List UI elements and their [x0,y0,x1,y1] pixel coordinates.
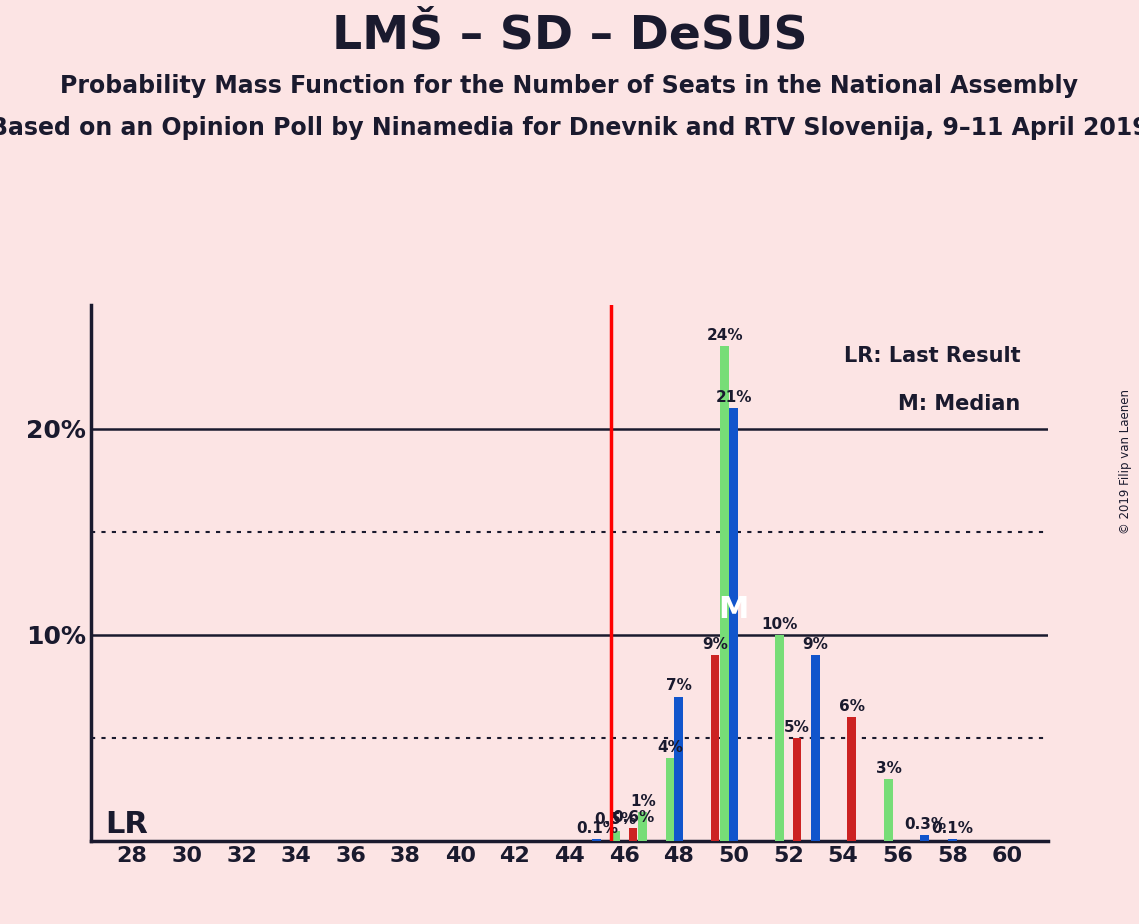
Text: 24%: 24% [706,328,743,343]
Bar [674,697,683,841]
Text: 1%: 1% [630,794,656,808]
Bar [638,812,647,841]
Text: 9%: 9% [803,638,828,652]
Text: 5%: 5% [784,720,810,735]
Text: M: M [719,595,748,625]
Text: 0.3%: 0.3% [904,817,945,832]
Text: 0.1%: 0.1% [932,821,973,835]
Text: 10%: 10% [761,616,797,632]
Text: © 2019 Filip van Laenen: © 2019 Filip van Laenen [1118,390,1132,534]
Text: 3%: 3% [876,760,902,776]
Text: 6%: 6% [838,699,865,714]
Text: Probability Mass Function for the Number of Seats in the National Assembly: Probability Mass Function for the Number… [60,74,1079,98]
Bar [775,635,784,841]
Text: 4%: 4% [657,740,683,755]
Text: M: Median: M: Median [899,394,1021,414]
Bar [884,779,893,841]
Text: Based on an Opinion Poll by Ninamedia for Dnevnik and RTV Slovenija, 9–11 April : Based on an Opinion Poll by Ninamedia fo… [0,116,1139,140]
Text: 0.5%: 0.5% [595,812,637,828]
Bar [847,717,857,841]
Text: 21%: 21% [715,390,752,405]
Bar [811,655,820,841]
Bar [948,839,957,841]
Bar [629,829,638,841]
Bar [729,408,738,841]
Text: LMŠ – SD – DeSUS: LMŠ – SD – DeSUS [331,14,808,59]
Text: LR: LR [105,809,148,839]
Bar [720,346,729,841]
Text: 0.1%: 0.1% [576,821,617,835]
Bar [711,655,720,841]
Text: 9%: 9% [702,638,728,652]
Bar [793,737,802,841]
Bar [665,759,674,841]
Text: LR: Last Result: LR: Last Result [844,346,1021,367]
Bar [611,831,620,841]
Text: 7%: 7% [666,678,691,693]
Bar [920,834,929,841]
Bar [592,839,601,841]
Text: 0.6%: 0.6% [612,810,654,825]
